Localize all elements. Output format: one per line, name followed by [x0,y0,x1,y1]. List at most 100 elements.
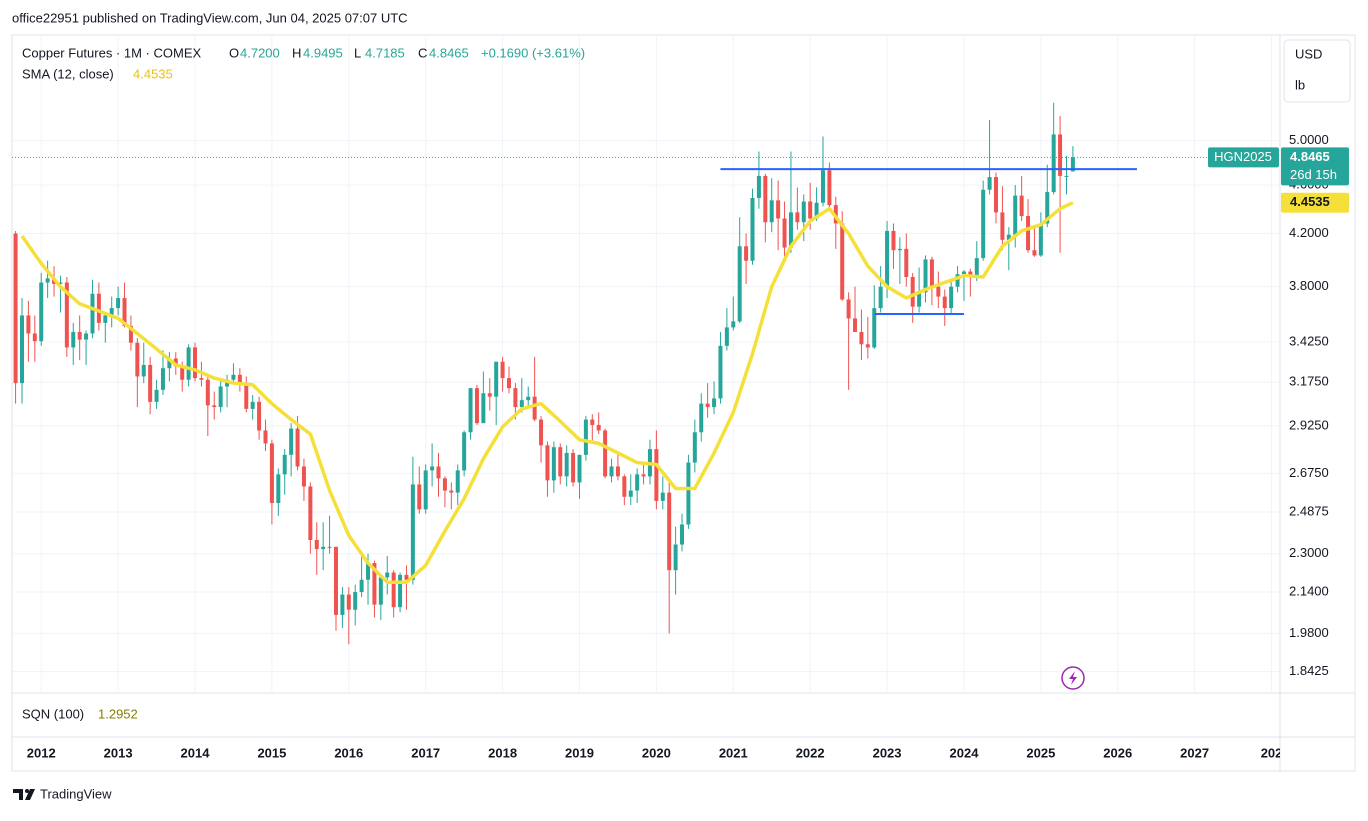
y-tick-label: 1.9800 [1289,625,1329,640]
candle-body [122,298,127,326]
candle-body [353,592,358,610]
y-tick-label: 2.9250 [1289,417,1329,432]
candle-body [109,308,114,316]
candle-body [827,170,832,206]
grid [12,35,1280,693]
candle-body [417,484,422,510]
candle-body [987,177,992,190]
candle-body [897,248,902,251]
candle-body [295,428,300,467]
x-tick-label: 2024 [950,745,980,760]
candle-body [994,177,999,213]
candle-body [58,282,63,284]
candle-body [981,189,986,259]
candle-body [603,430,608,477]
candle-body [667,492,672,571]
unit[interactable]: lb [1295,77,1305,92]
ohlc-legend: O 4.7200 H 4.9495 L 4.7185 C 4.8465 [229,45,469,60]
price-badge [1281,147,1349,186]
candle-body [449,490,454,493]
candle-body [160,368,165,390]
candle-body [468,388,473,433]
candle-body [135,342,140,377]
candle-body [231,374,236,380]
candle-body [385,572,390,578]
candle-body [891,230,896,251]
candle-body [910,276,915,307]
candle-body [577,454,582,483]
candle-body [692,432,697,463]
x-tick-label: 2017 [411,745,440,760]
candle-body [699,403,704,433]
candle-body [257,401,262,431]
candle-body [45,278,50,283]
candle-body [590,419,595,425]
candle-body [904,248,909,277]
candle-body [289,428,294,455]
x-tick-label: 2015 [257,745,286,760]
sma-line [20,201,1074,584]
candle-body [462,432,467,471]
candle-body [269,443,274,504]
ohlc-letter: H [292,45,301,60]
candle-body [321,546,326,550]
chart-frame [11,34,1356,772]
candle-body [1064,175,1069,177]
currency[interactable]: USD [1295,46,1322,61]
candle-body [500,361,505,379]
lightning-icon[interactable] [1061,666,1085,690]
candle-body [1000,212,1005,240]
price-axis: 5.00004.60004.20003.80003.42503.17502.92… [1289,132,1329,678]
ohlc-value: 4.7200 [240,45,280,60]
candle-body [551,447,556,481]
candle-body [641,474,646,477]
footer-brand[interactable]: TradingView [40,786,112,801]
ohlc-value: 4.7185 [365,45,405,60]
candle-body [519,400,524,408]
candle-body [1019,195,1024,217]
tradingview-logo[interactable] [13,789,35,800]
candle-body [955,274,960,287]
candle-body [378,577,383,605]
candle-body [526,396,531,401]
candle-body [1045,192,1050,224]
sma-badge [1281,192,1349,213]
candle-body [180,366,185,380]
candle-body [404,574,409,580]
candle-body [1032,250,1037,256]
candle-body [885,230,890,287]
candle-body [968,271,973,277]
y-tick-label: 4.2000 [1289,225,1329,240]
candle-body [276,474,281,504]
x-tick-label: 2012 [27,745,56,760]
ohlc-letter: L [354,45,361,60]
publish-header: office22951 published on TradingView.com… [12,10,408,25]
candle-body [366,563,371,580]
candle-body [673,544,678,571]
candle-body [1051,134,1056,193]
candle-body [532,396,537,420]
sma-legend: SMA (12, close) [22,66,114,81]
candle-body [936,286,941,297]
candle-body [250,401,255,409]
candle-body [1026,216,1031,251]
candle-body [840,223,845,300]
candle-body [808,201,813,219]
candle-body [154,389,159,402]
candle-body [923,259,928,293]
ohlc-value: 4.9495 [303,45,343,60]
sma-legend-value: 4.4535 [133,66,173,81]
candle-body [929,259,934,287]
x-tick-label: 2027 [1180,745,1209,760]
candle-body [1006,234,1011,240]
candle-body [84,333,89,340]
candle-body [961,271,966,275]
y-tick-label: 2.3000 [1289,545,1329,560]
candle-body [750,197,755,261]
y-tick-label: 2.1400 [1289,583,1329,598]
candle-body [654,449,659,501]
candle-body [430,466,435,471]
x-tick-label: 202 [1261,745,1283,760]
candle-body [372,563,377,605]
unit-box[interactable] [1283,39,1351,103]
